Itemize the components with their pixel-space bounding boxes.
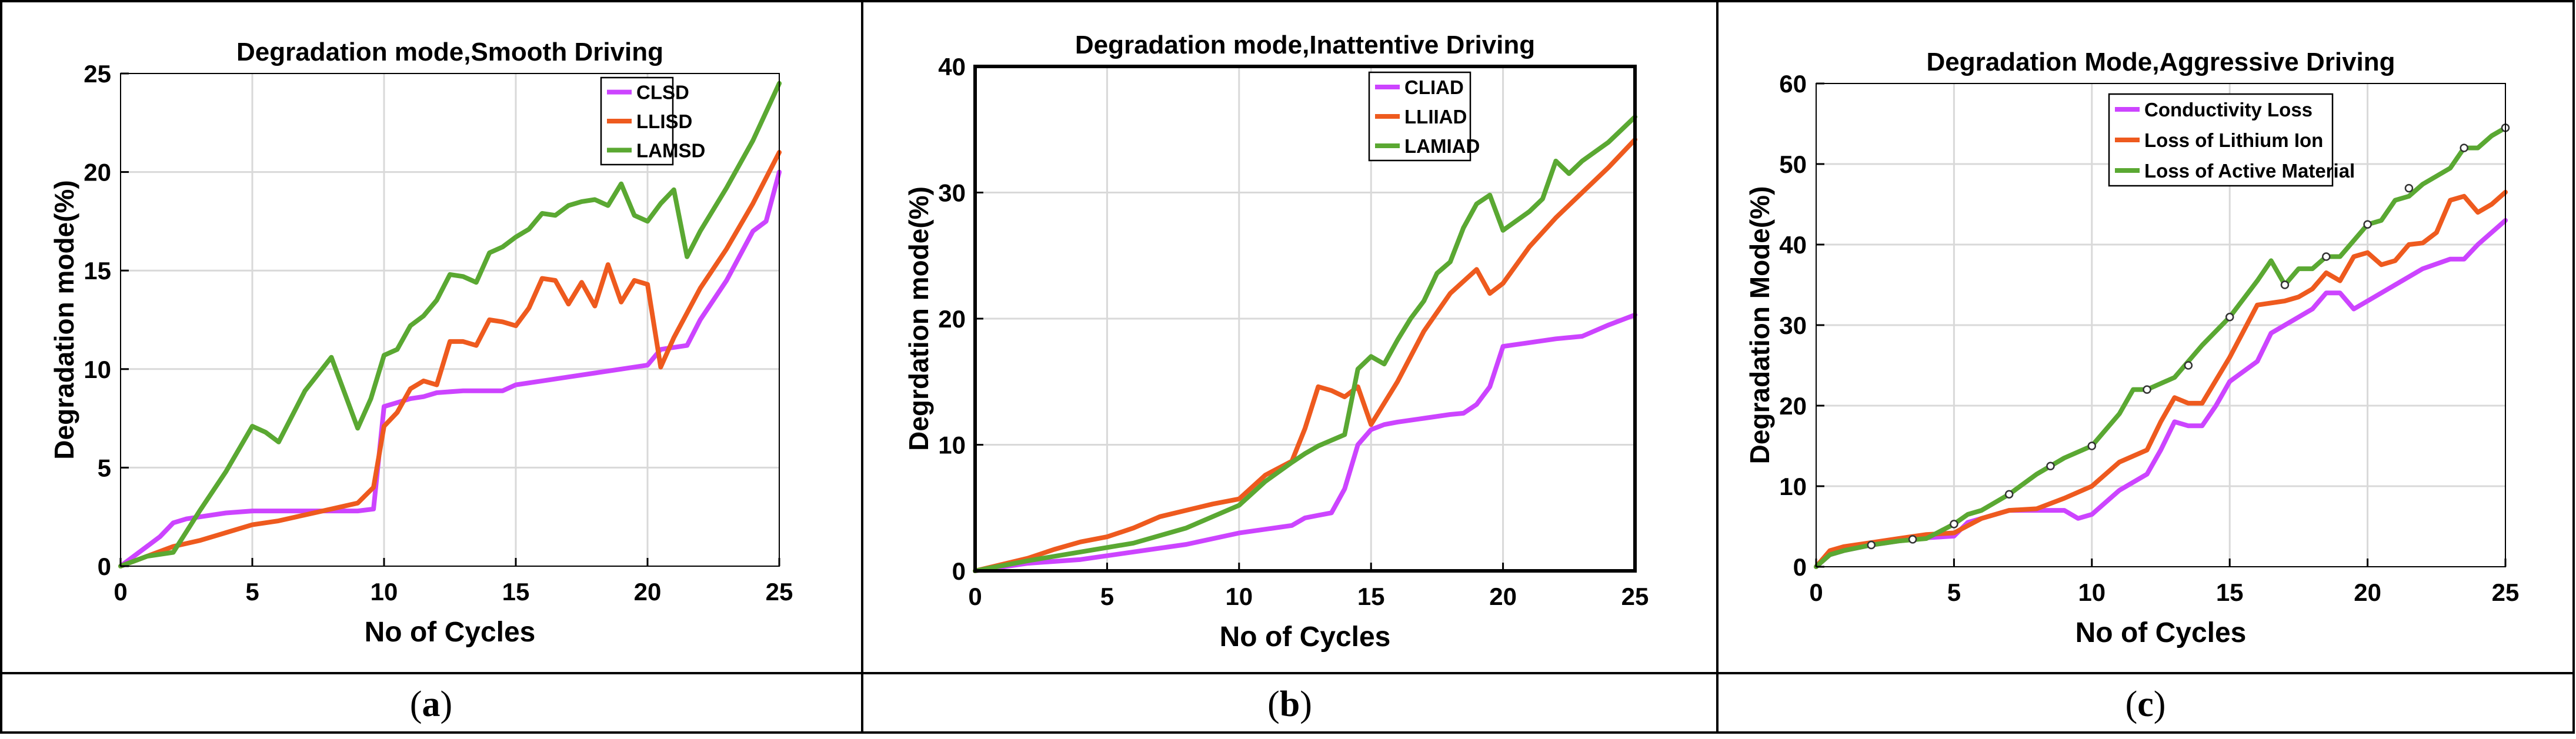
- caption-open-paren-c: (: [2125, 684, 2138, 724]
- x-axis-label: No of Cycles: [365, 617, 536, 648]
- x-tick-label: 15: [502, 578, 530, 606]
- marker-point: [2087, 442, 2097, 450]
- marker-point: [2322, 252, 2331, 261]
- caption-letter-a: a: [422, 684, 441, 724]
- series-line-1: [973, 137, 1637, 573]
- x-tick-label: 5: [1100, 583, 1114, 610]
- marker-point: [2225, 313, 2234, 322]
- x-axis-label: No of Cycles: [1220, 621, 1391, 653]
- x-tick-label: 10: [371, 578, 398, 606]
- caption-close-paren-b: ): [1300, 684, 1312, 724]
- y-tick-label: 40: [1779, 231, 1807, 259]
- x-tick-label: 15: [1357, 583, 1385, 610]
- x-tick-label: 20: [1489, 583, 1517, 610]
- axes-frame: [120, 73, 780, 567]
- y-tick-label: 30: [938, 179, 966, 207]
- y-axis-label: Degrdation mode(%): [903, 186, 934, 451]
- caption-close-paren-a: ): [441, 684, 453, 724]
- y-tick-label: 5: [98, 454, 111, 481]
- y-tick-label: 20: [938, 305, 966, 333]
- y-tick-label: 60: [1779, 70, 1807, 98]
- marker-point: [1867, 540, 1876, 550]
- legend-box: [2108, 93, 2334, 187]
- marker-point: [1950, 520, 1958, 529]
- marker-point: [2046, 462, 2055, 470]
- y-tick-label: 25: [84, 60, 111, 88]
- legend-label-1: LLISD: [636, 111, 692, 132]
- y-tick-label: 0: [98, 553, 111, 580]
- panel-captions: (a) (b) (c): [410, 684, 2166, 724]
- chart-inattentive-driving: 0 5 10 15 20 25 0 10 20 30 40 Degradation mode,Inat…: [903, 31, 1649, 653]
- chart-title: Degradation mode,Smooth Driving: [236, 38, 663, 66]
- caption-letter-c: c: [2137, 684, 2154, 724]
- legend-label-2: LAMIAD: [1404, 135, 1480, 157]
- legend-label-0: CLIAD: [1404, 76, 1464, 98]
- x-tick-label: 15: [2216, 579, 2244, 606]
- chart-title: Degradation Mode,Aggressive Driving: [1926, 48, 2395, 76]
- marker-point: [2004, 490, 2014, 499]
- marker-point: [2280, 280, 2290, 289]
- y-tick-label: 0: [952, 557, 966, 585]
- marker-point: [2143, 385, 2151, 394]
- x-tick-label: 0: [114, 578, 127, 606]
- series-line-2: [973, 114, 1637, 573]
- series-line-1: [118, 150, 782, 569]
- x-tick-label: 0: [1809, 579, 1823, 606]
- y-tick-label: 20: [84, 159, 111, 186]
- y-tick-label: 0: [1793, 553, 1807, 581]
- legend-label-0: Conductivity Loss: [2144, 99, 2313, 121]
- caption-c: (c): [2125, 684, 2166, 724]
- marker-point: [2460, 143, 2468, 152]
- x-tick-label: 25: [1621, 583, 1649, 610]
- y-tick-label: 10: [938, 432, 966, 459]
- legend-label-2: LAMSD: [636, 139, 705, 161]
- marker-point: [2184, 361, 2193, 370]
- marker-point: [2404, 183, 2414, 193]
- caption-close-paren-c: ): [2154, 684, 2166, 724]
- x-tick-label: 10: [2078, 579, 2105, 606]
- series-line-0: [1814, 218, 2508, 569]
- series-line-0: [973, 312, 1637, 573]
- marker-point: [2363, 220, 2372, 229]
- y-tick-label: 40: [938, 53, 966, 81]
- chart-smooth-driving: 0 5 10 15 20 25 0 5 10 15 20 25 Degradation mode,Smo…: [49, 38, 793, 648]
- caption-open-paren-b: (: [1267, 684, 1280, 724]
- y-tick-label: 30: [1779, 312, 1807, 339]
- x-tick-label: 5: [245, 578, 259, 606]
- y-tick-label: 15: [84, 257, 111, 285]
- series-line-0: [118, 169, 782, 569]
- x-tick-label: 20: [2354, 579, 2381, 606]
- caption-open-paren-a: (: [410, 684, 422, 724]
- x-tick-label: 5: [1947, 579, 1961, 606]
- series-line-1: [1814, 189, 2508, 569]
- legend-label-0: CLSD: [636, 82, 689, 103]
- y-tick-label: 10: [1779, 473, 1807, 500]
- marker-point: [1908, 535, 1917, 544]
- x-tick-label: 25: [766, 578, 793, 606]
- caption-letter-b: b: [1280, 684, 1300, 724]
- y-tick-label: 20: [1779, 392, 1807, 420]
- x-tick-label: 0: [968, 583, 982, 610]
- legend-label-2: Loss of Active Material: [2144, 160, 2355, 182]
- y-axis-label: Degradation mode(%): [49, 180, 79, 459]
- caption-a: (a): [410, 684, 452, 724]
- y-tick-label: 10: [84, 356, 111, 383]
- y-tick-label: 50: [1779, 151, 1807, 178]
- legend-label-1: Loss of Lithium Ion: [2144, 129, 2323, 151]
- x-tick-label: 10: [1225, 583, 1253, 610]
- series-line-2: [118, 81, 782, 569]
- chart-title: Degradation mode,Inattentive Driving: [1075, 31, 1535, 59]
- y-axis-label: Degradation Mode(%): [1744, 186, 1775, 464]
- x-tick-label: 25: [2492, 579, 2520, 606]
- caption-b: (b): [1267, 684, 1312, 724]
- chart-aggressive-driving: 0 5 10 15 20 25 0 10 20 30 40 50 60 Degradation Mode,…: [1744, 48, 2519, 648]
- x-tick-label: 20: [634, 578, 662, 606]
- legend-label-1: LLIIAD: [1404, 106, 1467, 128]
- x-axis-label: No of Cycles: [2076, 617, 2247, 648]
